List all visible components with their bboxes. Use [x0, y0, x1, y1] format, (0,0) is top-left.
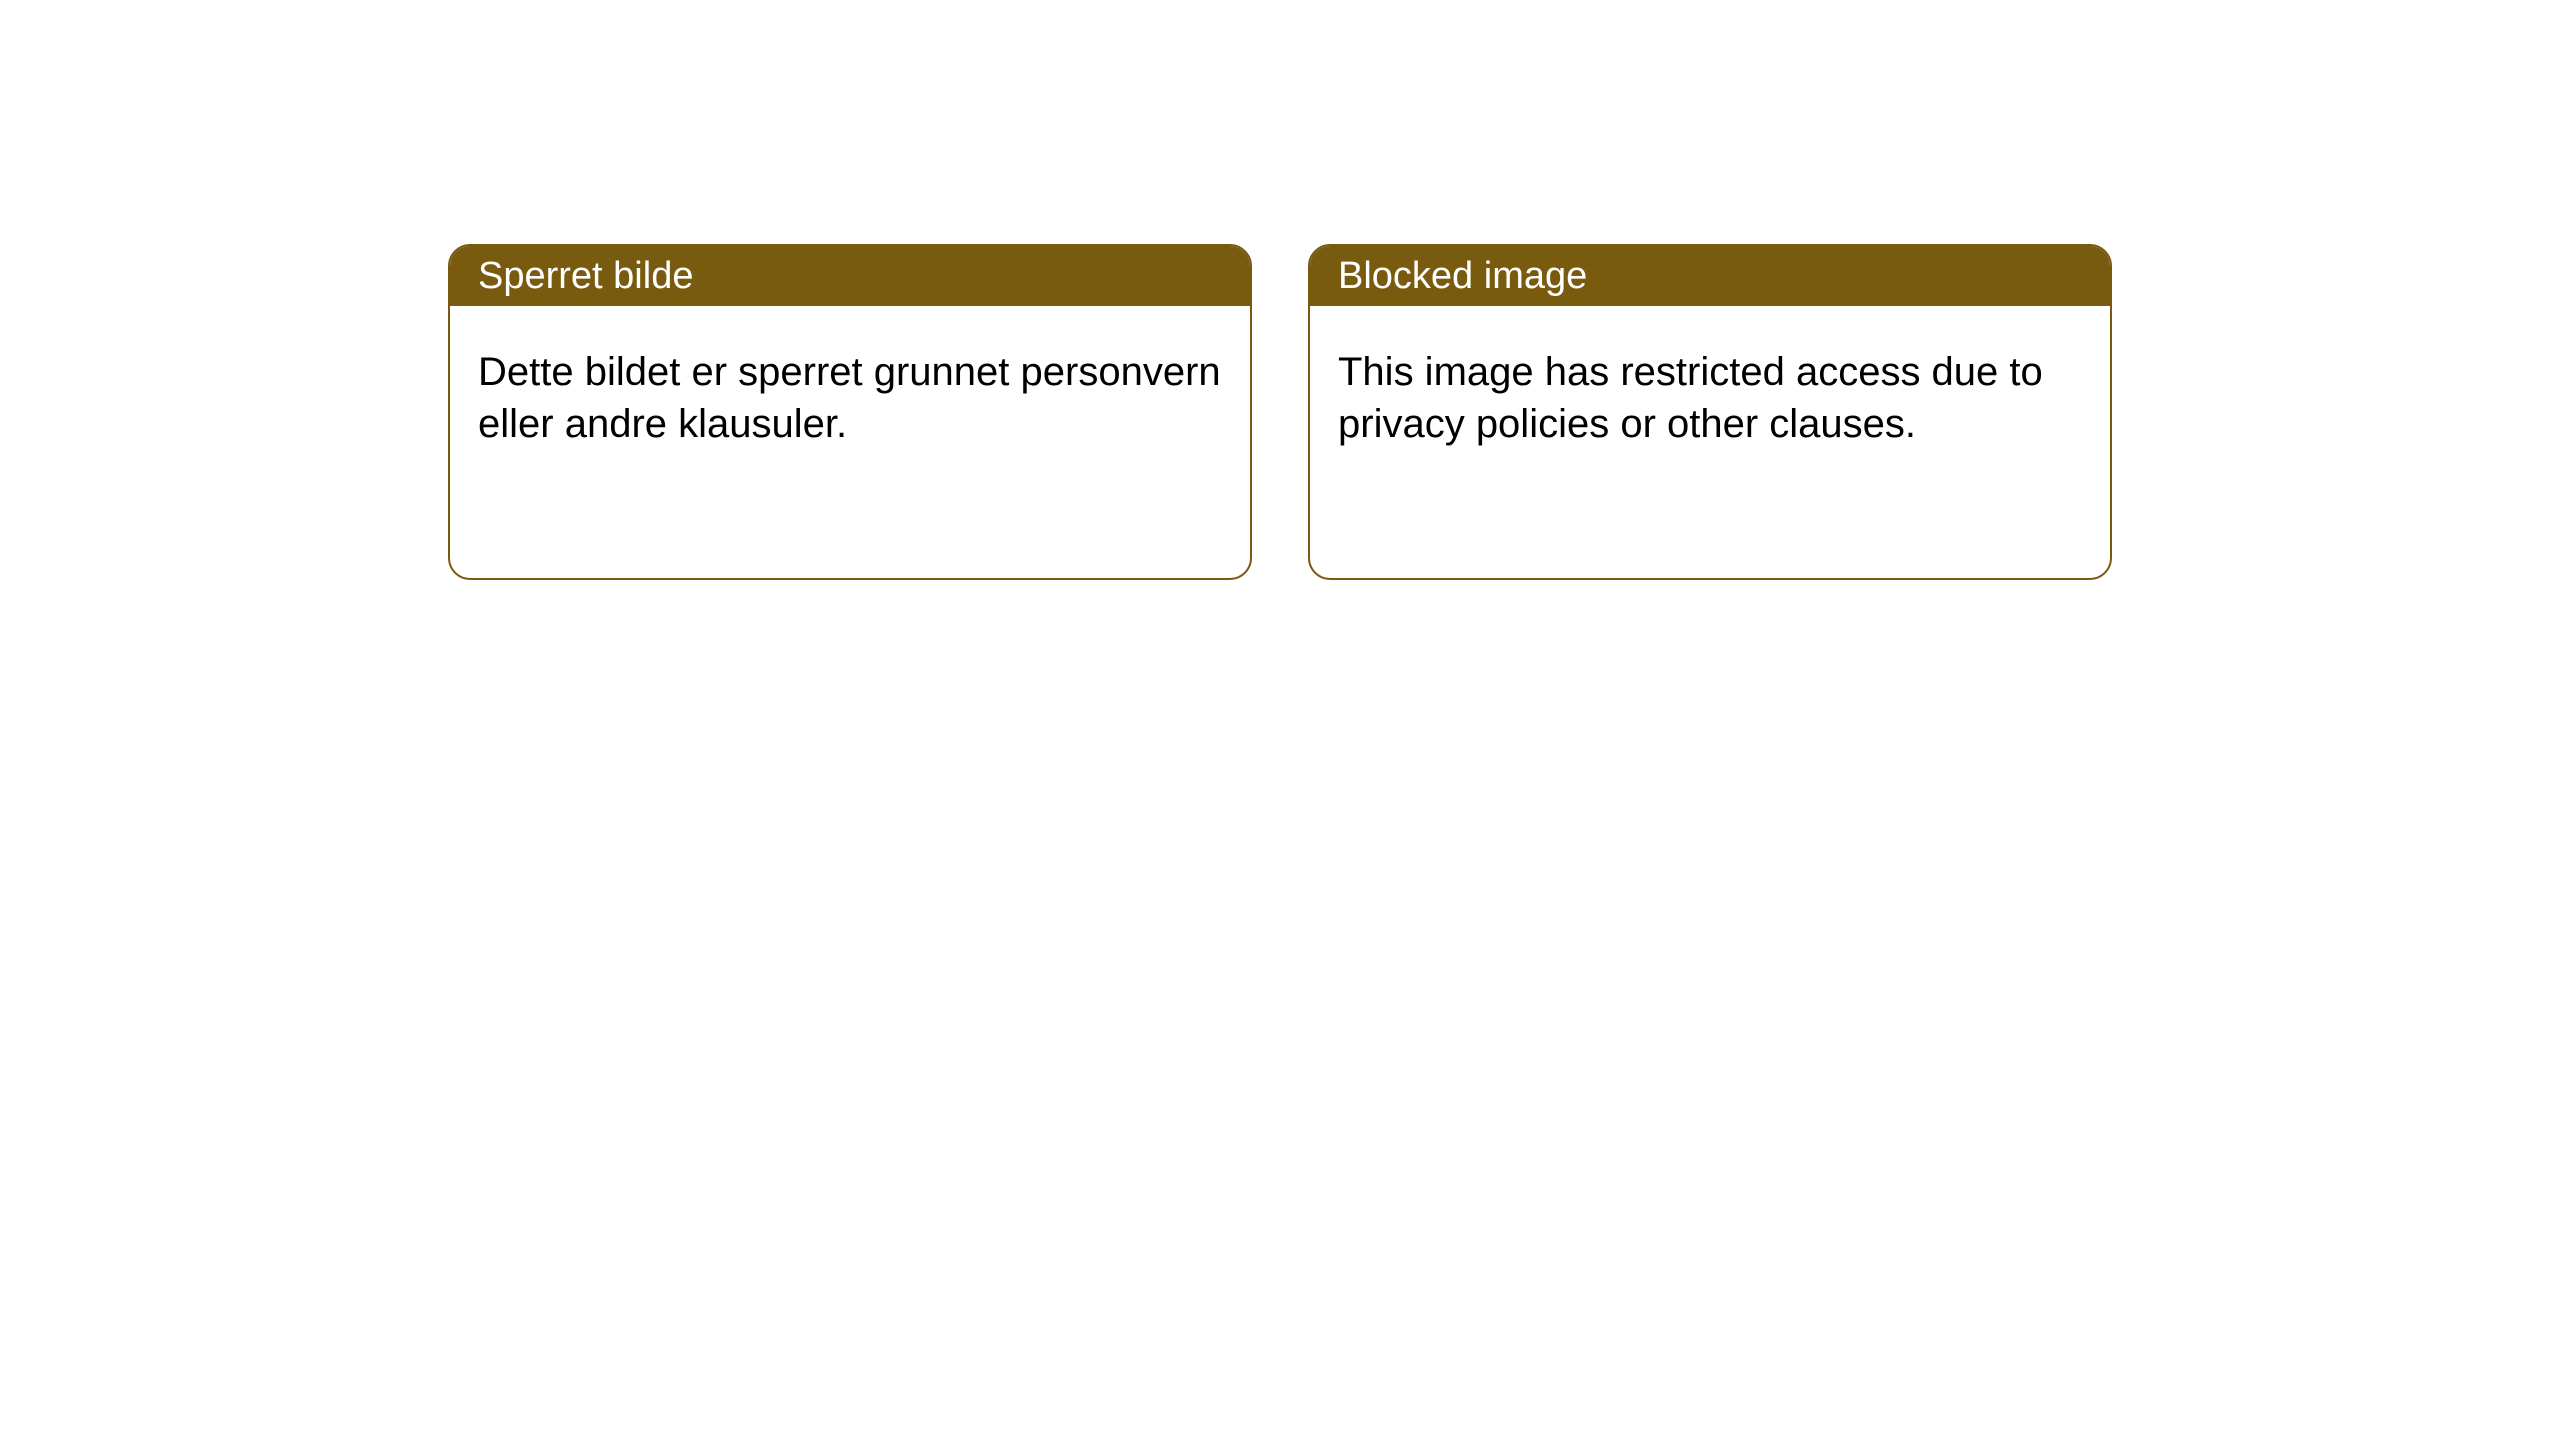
- card-header-english: Blocked image: [1310, 246, 2110, 306]
- card-header-norwegian: Sperret bilde: [450, 246, 1250, 306]
- blocked-image-card-norwegian: Sperret bilde Dette bildet er sperret gr…: [448, 244, 1252, 580]
- card-body-english: This image has restricted access due to …: [1310, 306, 2110, 490]
- card-body-norwegian: Dette bildet er sperret grunnet personve…: [450, 306, 1250, 490]
- notice-container: Sperret bilde Dette bildet er sperret gr…: [0, 0, 2560, 580]
- blocked-image-card-english: Blocked image This image has restricted …: [1308, 244, 2112, 580]
